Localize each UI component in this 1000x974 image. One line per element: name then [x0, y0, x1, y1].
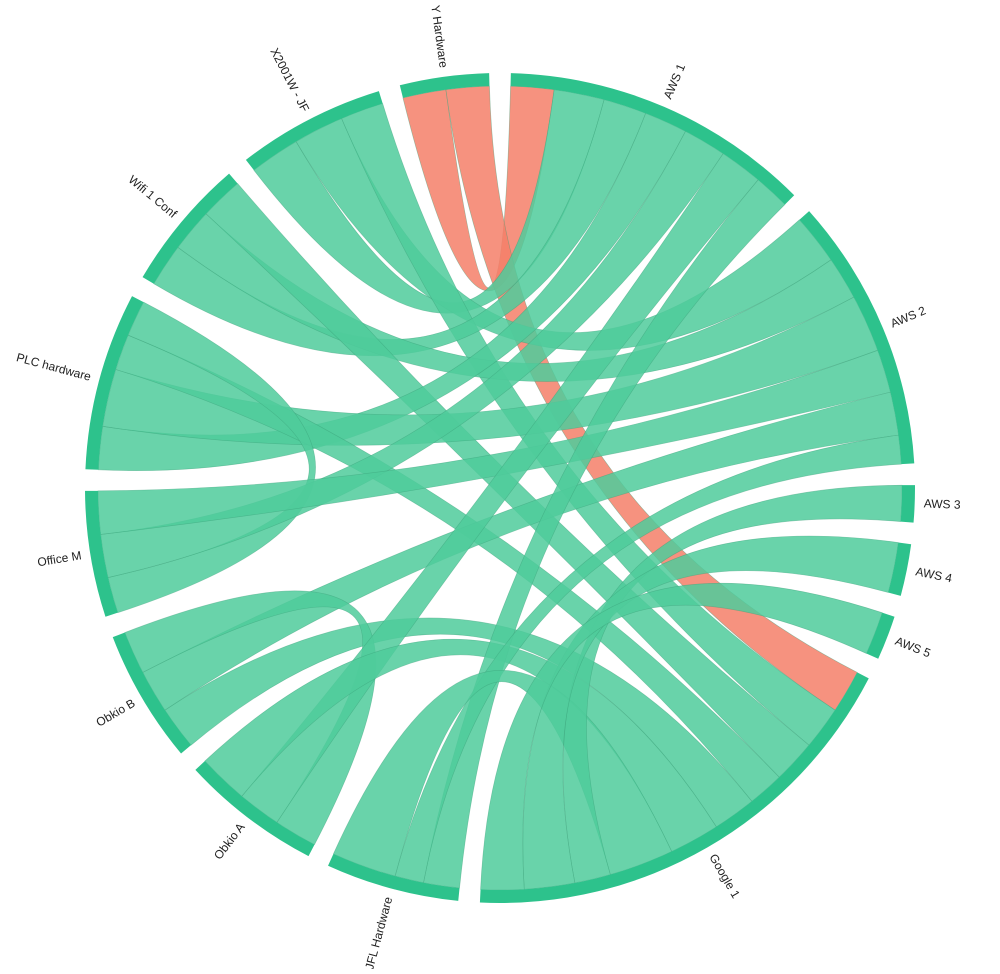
- chord: [333, 670, 673, 877]
- node-label: Wifi 1 Conf: [126, 172, 181, 221]
- node-arc: [328, 853, 460, 901]
- node-arc: [888, 542, 912, 596]
- node-arc: [479, 672, 869, 903]
- node-arc: [112, 632, 192, 754]
- node-arc: [866, 612, 895, 659]
- node-arc: [195, 761, 315, 857]
- chords: [97, 85, 903, 891]
- node-label: X2001W - JF: [267, 46, 312, 115]
- node-arc: [142, 173, 238, 284]
- node-label: Obkio B: [94, 696, 138, 730]
- chord: [124, 590, 377, 846]
- node-arc: [399, 73, 490, 98]
- node-label: AWS 1: [661, 61, 689, 101]
- chord: [107, 301, 316, 614]
- node-label: AWS 5: [893, 634, 933, 661]
- node-label: Obkio A: [211, 820, 248, 862]
- node-label: Office M: [36, 548, 82, 569]
- node-label: Y Hardware: [428, 4, 450, 69]
- chord: [562, 484, 903, 884]
- node-arc: [85, 296, 144, 470]
- node-label: JFL Hardware: [362, 895, 395, 969]
- node-label: Google 1: [706, 851, 743, 900]
- chord: [402, 85, 555, 292]
- node-arc: [510, 73, 795, 205]
- node-label: PLC hardware: [15, 350, 93, 384]
- node-arc: [245, 91, 383, 171]
- chord: [164, 617, 753, 828]
- node-label: AWS 3: [923, 496, 961, 511]
- node-arc: [85, 490, 118, 617]
- chord: [253, 89, 605, 314]
- node-arc: [799, 211, 915, 465]
- node-label: AWS 2: [888, 303, 928, 330]
- node-label: AWS 4: [914, 564, 953, 585]
- chord: [522, 535, 899, 890]
- node-arc: [900, 485, 916, 523]
